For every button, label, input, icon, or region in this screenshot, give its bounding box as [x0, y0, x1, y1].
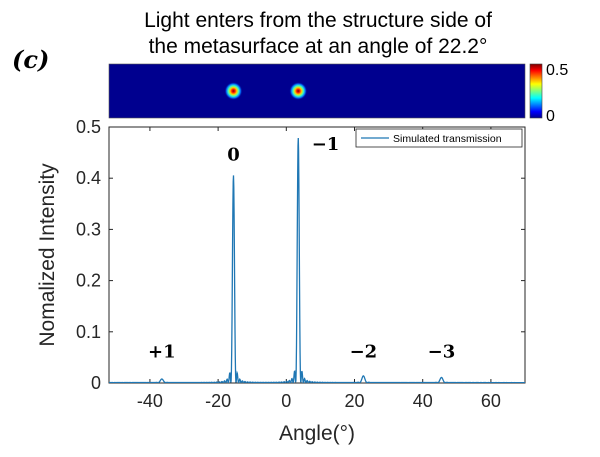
x-tick-label: 20: [344, 391, 364, 411]
colorbar-max-label: 0.5: [546, 62, 568, 79]
series-line-simulated-transmission: [109, 137, 525, 383]
plot-area: -40 -20 0 20 40 60 0 0.1 0.2 0.3 0.4 0.5 +1 0 −1 −2 −3: [76, 117, 526, 411]
y-axis-label: Nomalized Intensity: [36, 163, 59, 347]
order-annotation-label: 0: [227, 144, 240, 165]
order-annotation-label: −2: [350, 341, 378, 362]
x-tick-label: -40: [137, 391, 163, 411]
colorbar-gradient: [529, 63, 543, 119]
axis-ticks: -40 -20 0 20 40 60 0 0.1 0.2 0.3 0.4 0.5: [76, 117, 525, 411]
x-tick-label: 60: [481, 391, 501, 411]
x-tick-label: -20: [205, 391, 231, 411]
heatmap-background: [108, 63, 526, 119]
heatmap-spot: [289, 82, 308, 100]
panel-label: (c): [12, 45, 49, 74]
y-tick-label: 0.1: [76, 322, 101, 342]
order-annotation-label: −3: [428, 341, 456, 362]
chart-title-line1: Light enters from the structure side of: [144, 9, 492, 32]
x-tick-label: 40: [413, 391, 433, 411]
heatmap-spot: [224, 82, 243, 100]
order-annotation-label: +1: [148, 341, 176, 362]
y-tick-label: 0.4: [76, 168, 101, 188]
order-annotation-label: −1: [312, 134, 340, 155]
y-tick-label: 0: [91, 373, 101, 393]
colorbar-min-label: 0: [546, 108, 555, 125]
chart-title-line2: the metasurface at an angle of 22.2°: [149, 35, 488, 58]
x-tick-label: 0: [281, 391, 291, 411]
y-tick-label: 0.5: [76, 117, 101, 137]
legend-box: [355, 128, 523, 148]
plot-frame: [108, 126, 526, 384]
heatmap-spots: [224, 82, 308, 100]
y-tick-label: 0.2: [76, 271, 101, 291]
x-axis-label: Angle(°): [279, 422, 355, 445]
legend: Simulated transmission: [355, 128, 523, 148]
legend-entry-label: Simulated transmission: [393, 133, 502, 145]
order-annotations: +1 0 −1 −2 −3: [148, 134, 455, 362]
intensity-heatmap: [108, 63, 526, 119]
y-tick-label: 0.3: [76, 219, 101, 239]
colorbar: 0.5 0: [529, 62, 568, 125]
